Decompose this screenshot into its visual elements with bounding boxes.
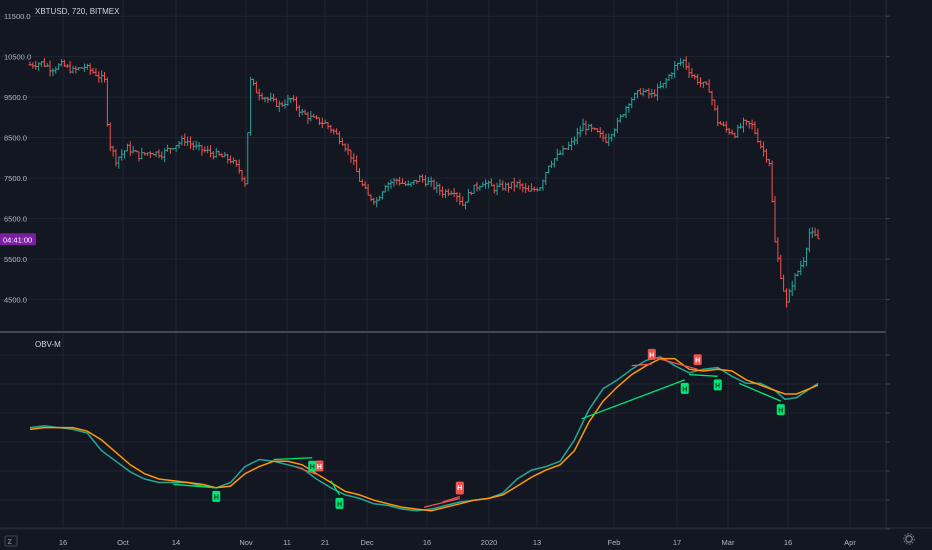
svg-text:H: H <box>695 358 700 365</box>
price-scale-label: 8500.0 <box>4 134 27 143</box>
svg-text:H: H <box>457 485 462 492</box>
divergence-line <box>738 382 782 402</box>
obv-scale[interactable] <box>886 354 890 530</box>
obv-ma-line <box>29 357 819 512</box>
time-axis-label: Mar <box>722 538 735 547</box>
symbol-title: XBTUSD, 720, BITMEX <box>35 7 120 16</box>
divergence-line <box>581 379 685 420</box>
bull-divergence-marker: H <box>308 460 317 472</box>
svg-text:Z: Z <box>8 539 13 546</box>
price-pane-grid <box>0 0 886 331</box>
price-scale-label: 6500.0 <box>4 215 27 224</box>
last-price-label: 04:41:00 <box>3 235 32 244</box>
divergence-line <box>330 480 341 496</box>
price-scale-label: 10500.0 <box>4 53 31 62</box>
price-scale-label: 9500.0 <box>4 93 27 102</box>
time-axis-label: Dec <box>360 538 374 547</box>
ohlc-bar <box>816 229 820 240</box>
time-axis-label: 16 <box>423 538 431 547</box>
bull-divergence-marker: H <box>335 497 344 509</box>
price-scale-background[interactable] <box>886 0 932 528</box>
price-scale-label: 4500.0 <box>4 296 27 305</box>
obv-pane-grid <box>0 333 886 530</box>
time-axis-label: 13 <box>533 538 541 547</box>
svg-text:H: H <box>310 464 315 471</box>
bear-divergence-marker: H <box>315 460 324 472</box>
time-axis-label: Oct <box>117 538 130 547</box>
svg-text:H: H <box>337 501 342 508</box>
svg-text:H: H <box>317 464 322 471</box>
divergence-line <box>173 483 217 489</box>
divergence-line <box>631 363 652 367</box>
svg-text:H: H <box>649 352 654 359</box>
obv-indicator-lines <box>29 356 819 512</box>
bull-divergence-marker: H <box>776 404 785 416</box>
divergence-line <box>273 457 313 461</box>
divergence-line <box>294 465 320 477</box>
price-scale[interactable]: 11500.0 10500.0 9500.0 8500.0 7500.0 6500.0 55… <box>4 12 890 305</box>
gear-icon[interactable] <box>903 533 915 545</box>
bull-divergence-marker: H <box>680 382 689 394</box>
bull-divergence-marker: H <box>212 490 221 502</box>
indicator-title: OBV-M <box>35 340 61 349</box>
divergence-line <box>442 496 461 503</box>
time-axis-label: 14 <box>172 538 180 547</box>
time-axis-label: Feb <box>608 538 621 547</box>
divergence-line <box>689 373 718 377</box>
bear-divergence-marker: H <box>455 481 464 493</box>
svg-text:H: H <box>214 494 219 501</box>
logo-icon[interactable]: Z <box>4 535 18 547</box>
time-axis-label: 2020 <box>481 538 498 547</box>
time-axis-label: 11 <box>283 538 291 547</box>
time-axis-label: Apr <box>844 538 856 547</box>
time-axis-label: 17 <box>673 538 681 547</box>
svg-text:H: H <box>778 408 783 415</box>
divergence-line <box>651 356 698 370</box>
time-axis-label: 16 <box>59 538 67 547</box>
price-scale-label: 7500.0 <box>4 174 27 183</box>
time-axis[interactable]: 16 Oct 14 Nov 11 21 Dec 16 2020 13 Feb 17 Mar 16 Apr <box>59 538 857 547</box>
bear-divergence-marker: H <box>693 354 702 366</box>
time-axis-label: 21 <box>321 538 329 547</box>
svg-text:H: H <box>715 383 720 390</box>
bull-divergence-marker: H <box>713 379 722 391</box>
divergence-line <box>423 497 460 508</box>
price-scale-label: 5500.0 <box>4 255 27 264</box>
obv-divergence-markers: HHHHHHHHHHH <box>173 348 785 509</box>
last-price-badge: 04:41:00 <box>0 233 36 246</box>
time-axis-label: 16 <box>784 538 792 547</box>
time-axis-label: Nov <box>239 538 253 547</box>
svg-text:H: H <box>682 386 687 393</box>
price-ohlc-bars[interactable] <box>28 56 820 308</box>
price-scale-label: 11500.0 <box>4 12 31 21</box>
last-price-badge-bg <box>0 233 36 246</box>
